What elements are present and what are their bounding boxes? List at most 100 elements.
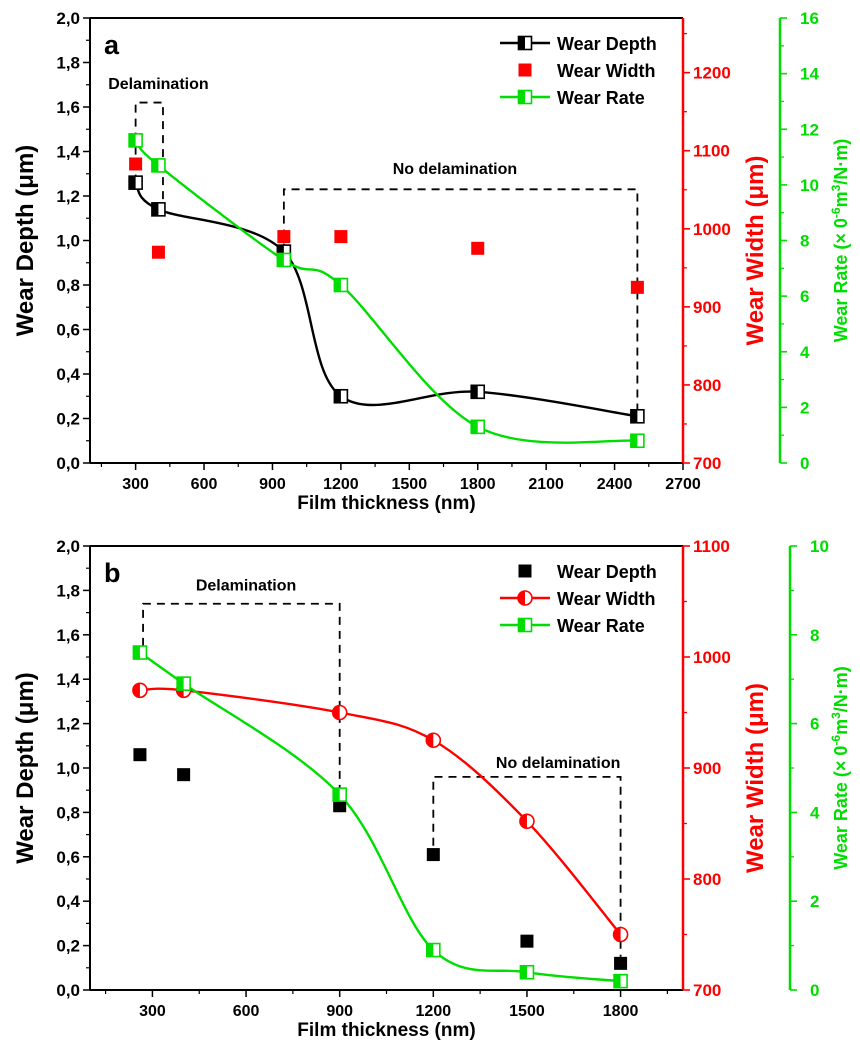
data-point-wear-width-fill — [613, 927, 621, 942]
data-point-wear-rate-fill — [133, 646, 140, 660]
data-point-wear-width — [129, 157, 143, 171]
data-point-wear-depth-shape — [333, 799, 347, 813]
left-tick-label: 0,0 — [56, 981, 80, 1000]
data-point-wear-width-fill — [332, 705, 340, 720]
x-tick-label: 900 — [259, 476, 286, 493]
left-tick-label: 0,6 — [56, 321, 80, 340]
left-tick-label: 0,2 — [56, 937, 80, 956]
data-point-wear-rate — [333, 277, 349, 293]
data-point-wear-width — [151, 245, 165, 259]
data-point-wear-rate — [132, 645, 148, 660]
legend-label: Wear Rate — [557, 88, 645, 108]
legend-marker-fill — [518, 618, 525, 632]
left-tick-label: 1,6 — [56, 626, 80, 645]
legend-label: Wear Rate — [557, 616, 645, 636]
data-point-wear-depth — [470, 384, 486, 400]
data-point-wear-depth — [333, 799, 347, 813]
x-tick-label: 1500 — [392, 476, 428, 493]
data-point-wear-depth-shape — [614, 956, 628, 970]
data-point-wear-rate-fill — [151, 158, 159, 172]
legend-label: Wear Depth — [557, 34, 657, 54]
legend-label: Wear Width — [557, 61, 656, 81]
rate-axis-title-mid: m — [831, 191, 851, 207]
left-axis-title: Wear Depth (μm) — [12, 672, 39, 864]
left-tick-label: 1,8 — [56, 581, 80, 600]
data-point-wear-rate-fill — [129, 133, 136, 147]
annotation: No delamination — [393, 161, 517, 178]
legend-marker — [517, 35, 533, 51]
data-point-wear-width-shape — [471, 241, 485, 255]
legend-marker — [517, 89, 533, 105]
left-tick-label: 1,8 — [56, 54, 80, 73]
left-tick-label: 2,0 — [56, 537, 80, 556]
data-point-wear-depth-shape — [177, 768, 191, 782]
left-tick-label: 0,8 — [56, 803, 80, 822]
legend-marker — [517, 590, 533, 606]
left-tick-label: 0,4 — [56, 892, 80, 911]
rate-tick-label: 10 — [800, 176, 819, 195]
rate-axis-title-sup2: 3 — [829, 712, 843, 719]
width-tick-label: 900 — [693, 298, 721, 317]
width-tick-label: 700 — [693, 454, 721, 473]
delamination-bracket-1 — [432, 775, 622, 957]
data-point-wear-width — [471, 241, 485, 255]
data-point-wear-depth — [128, 175, 143, 190]
rate-tick-label: 0 — [800, 454, 809, 473]
data-point-wear-rate-fill — [277, 253, 284, 267]
annotation: Delamination — [108, 76, 208, 93]
legend-marker-shape — [518, 564, 532, 578]
x-axis-title: Film thickness (nm) — [297, 1020, 475, 1041]
data-point-wear-depth-fill — [471, 385, 478, 399]
rate-tick-label: 2 — [810, 892, 819, 911]
data-point-wear-depth-fill — [334, 389, 341, 403]
rate-tick-label: 6 — [810, 715, 819, 734]
rate-axis-title-prefix: Wear Rate (× 0 — [831, 218, 851, 342]
data-point-wear-width-shape — [151, 245, 165, 259]
x-tick-label: 1200 — [323, 476, 359, 493]
data-point-wear-width — [132, 682, 148, 699]
width-tick-label: 1000 — [693, 648, 731, 667]
x-tick-label: 300 — [122, 476, 149, 493]
rate-tick-label: 8 — [800, 232, 809, 251]
panel-label: b — [104, 558, 121, 588]
data-point-wear-width — [630, 280, 644, 294]
width-axis-title: Wear Width (μm) — [742, 155, 769, 345]
legend-marker — [518, 564, 532, 578]
legend: Wear Depth Wear Width Wear Rate — [500, 562, 657, 636]
left-tick-label: 1,4 — [56, 670, 80, 689]
data-point-wear-rate-fill — [614, 974, 621, 988]
data-point-wear-rate-fill — [177, 677, 184, 691]
rate-axis-title-sup1: -6 — [829, 207, 843, 218]
data-point-wear-rate — [426, 942, 441, 958]
data-point-wear-depth-fill — [151, 202, 159, 216]
data-point-wear-rate — [276, 252, 292, 268]
left-tick-label: 1,2 — [56, 187, 80, 206]
data-point-wear-depth-shape — [426, 848, 440, 862]
data-point-wear-width-fill — [426, 733, 434, 748]
data-point-wear-depth-fill — [277, 245, 284, 259]
data-point-wear-rate — [519, 964, 535, 980]
data-point-wear-depth — [333, 388, 349, 404]
rate-tick-label: 2 — [800, 398, 809, 417]
width-tick-label: 1100 — [693, 537, 730, 556]
data-point-wear-width-shape — [630, 280, 644, 294]
data-point-wear-depth — [614, 956, 628, 970]
x-tick-label: 1500 — [509, 1003, 545, 1020]
data-point-wear-depth — [133, 748, 147, 762]
left-tick-label: 0,6 — [56, 848, 80, 867]
data-point-wear-depth — [520, 934, 534, 948]
data-point-wear-rate — [630, 433, 645, 449]
legend-label: Wear Width — [557, 589, 656, 609]
chart-panel-b: 300 600 900 1200 1500 1800 Film thickness (nm)… — [12, 537, 851, 1041]
data-point-wear-width — [277, 230, 291, 244]
rate-axis-title: Wear Rate (× 0-6m3/N·m) — [829, 139, 851, 343]
data-point-wear-rate-fill — [333, 788, 340, 802]
rate-axis-title-sup2: 3 — [829, 184, 843, 191]
annotation: No delamination — [496, 755, 620, 772]
data-point-wear-depth-fill — [630, 409, 638, 423]
data-point-wear-depth-shape — [520, 934, 534, 948]
rate-tick-label: 4 — [810, 803, 820, 822]
data-point-wear-rate — [613, 973, 628, 989]
